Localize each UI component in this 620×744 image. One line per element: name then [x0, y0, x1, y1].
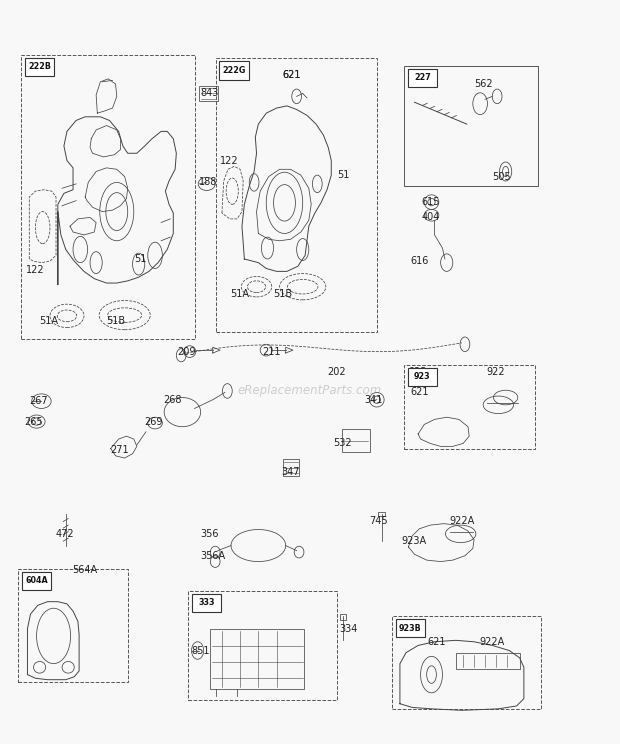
Bar — [342, 429, 370, 452]
Text: 745: 745 — [370, 516, 388, 527]
Text: 616: 616 — [410, 256, 428, 266]
Text: 843: 843 — [201, 88, 219, 97]
Text: 51: 51 — [337, 170, 350, 180]
Bar — [188, 591, 337, 700]
Bar — [340, 614, 347, 620]
Text: 615: 615 — [421, 197, 440, 207]
Text: 604A: 604A — [25, 577, 48, 586]
Bar — [404, 365, 535, 449]
Text: 271: 271 — [111, 445, 130, 455]
Text: 923A: 923A — [401, 536, 427, 546]
Text: 267: 267 — [29, 396, 48, 406]
Bar — [404, 65, 538, 186]
Text: 268: 268 — [163, 395, 182, 405]
Bar — [192, 594, 221, 612]
Text: 621: 621 — [427, 637, 446, 647]
Text: 188: 188 — [200, 177, 218, 187]
Text: 51A: 51A — [230, 289, 249, 299]
Bar — [25, 58, 54, 76]
Text: 222G: 222G — [223, 66, 246, 75]
Text: eReplacementParts.com: eReplacementParts.com — [238, 384, 382, 397]
Text: 472: 472 — [56, 529, 74, 539]
Bar — [283, 460, 299, 475]
Text: 122: 122 — [25, 265, 44, 275]
Bar — [456, 652, 520, 670]
Text: 209: 209 — [177, 347, 196, 357]
Text: 51B: 51B — [107, 316, 126, 326]
Text: 51A: 51A — [40, 316, 59, 326]
Text: 269: 269 — [144, 417, 163, 426]
Bar — [396, 619, 425, 638]
Text: 211: 211 — [263, 347, 281, 357]
Text: 621: 621 — [283, 69, 301, 80]
Text: 505: 505 — [492, 172, 511, 182]
Text: 334: 334 — [339, 623, 358, 634]
Text: 621: 621 — [410, 388, 429, 397]
Bar — [210, 629, 304, 689]
Bar — [21, 55, 195, 339]
Text: 923: 923 — [414, 372, 431, 381]
Bar — [392, 616, 541, 709]
Bar — [219, 62, 249, 80]
Bar — [19, 569, 128, 682]
Text: 922: 922 — [486, 367, 505, 377]
Text: 356A: 356A — [201, 551, 226, 561]
Text: 347: 347 — [281, 467, 299, 477]
Text: 222B: 222B — [28, 62, 51, 71]
Text: 356: 356 — [201, 529, 219, 539]
Text: 922A: 922A — [450, 516, 475, 527]
Text: 265: 265 — [24, 417, 43, 426]
Text: 851: 851 — [192, 646, 210, 655]
Text: 621: 621 — [283, 69, 301, 80]
Bar — [200, 86, 218, 100]
Text: 404: 404 — [421, 213, 440, 222]
Text: 923B: 923B — [399, 623, 422, 633]
Bar — [408, 68, 437, 87]
Bar — [408, 368, 437, 386]
Text: 227: 227 — [414, 74, 431, 83]
Text: 923: 923 — [409, 367, 427, 377]
Text: 202: 202 — [327, 367, 345, 377]
Text: 564A: 564A — [72, 565, 97, 575]
Text: 122: 122 — [220, 155, 239, 166]
Text: 341: 341 — [365, 395, 383, 405]
Text: 532: 532 — [333, 438, 352, 449]
Text: 51B: 51B — [273, 289, 293, 299]
Text: 333: 333 — [198, 598, 215, 607]
Bar — [378, 512, 386, 516]
Text: 51: 51 — [134, 254, 146, 264]
Text: 922A: 922A — [479, 637, 504, 647]
Bar — [22, 572, 51, 590]
Text: 562: 562 — [474, 79, 493, 89]
Bar — [216, 59, 377, 332]
